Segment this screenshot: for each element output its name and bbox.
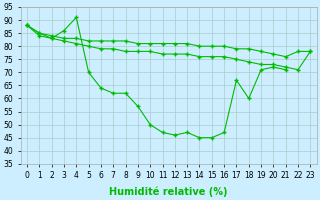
X-axis label: Humidité relative (%): Humidité relative (%) [109, 186, 228, 197]
